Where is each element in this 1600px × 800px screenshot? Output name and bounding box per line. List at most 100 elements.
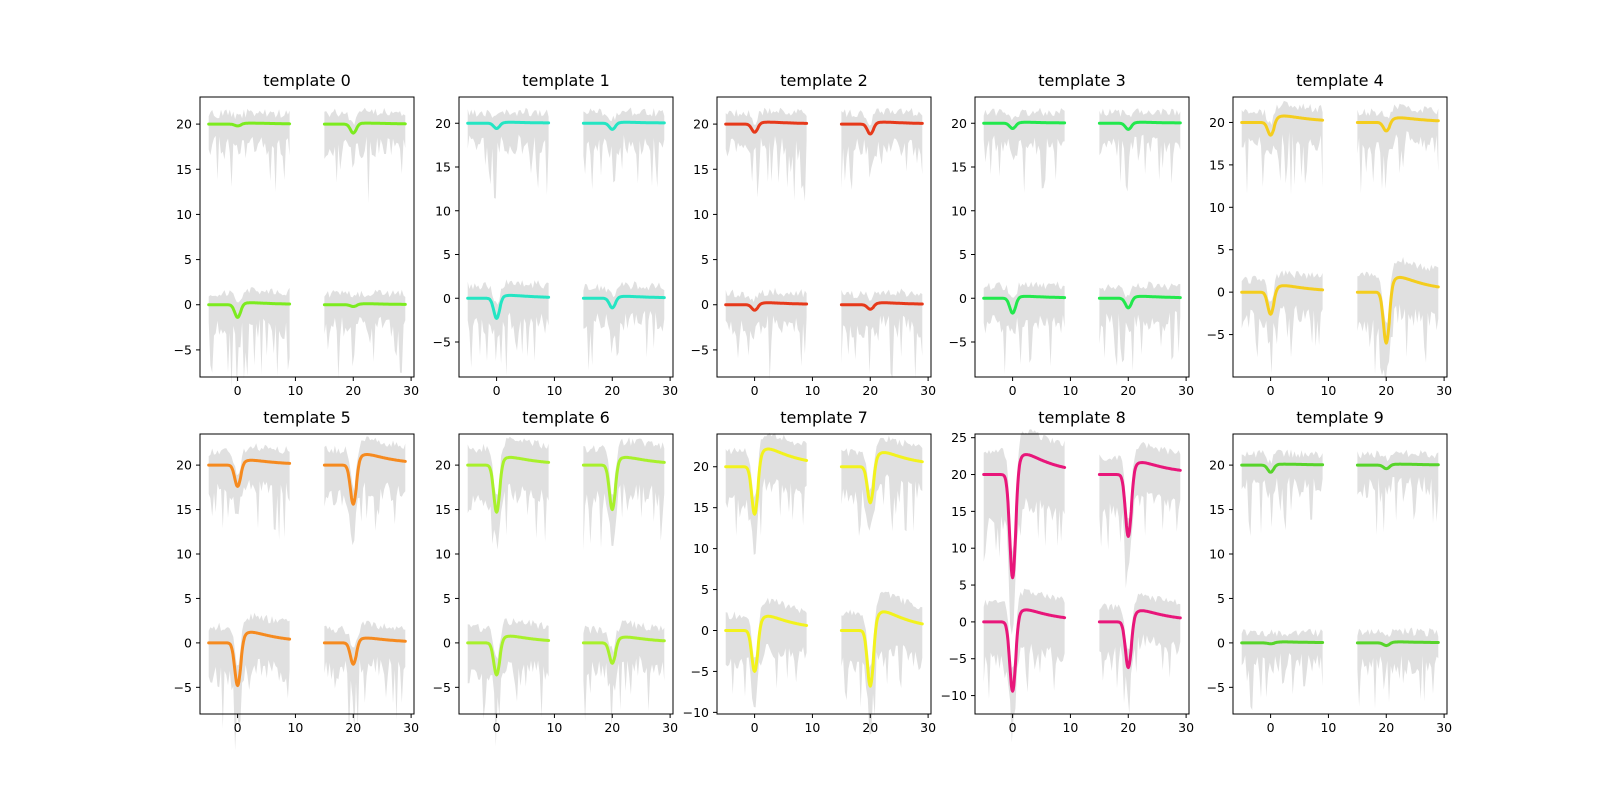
x-tick-label: 0: [751, 720, 759, 735]
envelope-band: [983, 281, 1065, 374]
x-tick-label: 30: [920, 383, 936, 398]
y-tick-label: 20: [176, 458, 192, 473]
x-tick-label: 10: [1320, 720, 1336, 735]
x-tick-label: 0: [493, 383, 501, 398]
y-tick-label: 10: [176, 547, 192, 562]
template-line: [1355, 275, 1440, 345]
template-line: [724, 447, 809, 516]
envelope-band: [1099, 281, 1181, 371]
x-tick-label: 0: [234, 383, 242, 398]
y-tick-label: −5: [1207, 680, 1225, 695]
envelope-band: [983, 429, 1065, 635]
panel-title: template 5: [263, 408, 351, 427]
envelope-band: [841, 107, 923, 190]
panel-template-6: template 6 0 10 20 30 −5 0 5 10 15 20: [433, 408, 678, 747]
template-line: [1355, 640, 1440, 648]
y-tick-label: 5: [184, 252, 192, 267]
envelope-band: [725, 287, 807, 381]
envelope-band: [1357, 449, 1439, 536]
envelope-band: [1241, 270, 1323, 374]
x-tick-label: 0: [234, 720, 242, 735]
plot-area: [1240, 100, 1440, 383]
envelope-band: [983, 107, 1065, 193]
y-tick-label: 10: [1209, 200, 1225, 215]
x-tick-label: 30: [403, 720, 419, 735]
envelope-band: [208, 612, 290, 751]
template-line: [1240, 284, 1325, 316]
template-line: [581, 635, 666, 665]
panel-template-5: template 5 0 10 20 30 −5 0 5 10 15 20: [174, 408, 419, 751]
y-tick-label: 10: [1209, 547, 1225, 562]
y-tick-label: −5: [1207, 327, 1225, 342]
panel-title: template 6: [522, 408, 610, 427]
y-tick-label: 10: [693, 541, 709, 556]
panel-template-9: template 9 0 10 20 30 −5 0 5 10 15 20: [1207, 408, 1453, 735]
plot-area: [982, 429, 1182, 743]
y-tick-label: 10: [693, 207, 709, 222]
x-tick-label: 10: [546, 720, 562, 735]
y-tick-label: 10: [951, 203, 967, 218]
y-tick-label: 5: [701, 252, 709, 267]
y-tick-label: 0: [1217, 285, 1225, 300]
x-tick-label: 10: [804, 383, 820, 398]
y-tick-label: 0: [701, 623, 709, 638]
y-tick-label: −5: [174, 680, 192, 695]
y-tick-label: 20: [1209, 115, 1225, 130]
template-line: [322, 453, 407, 506]
axes-frame: [716, 96, 932, 378]
panel-template-4: template 4 0 10 20 30 −5 0 5 10 15 20: [1207, 71, 1453, 398]
envelope-band: [841, 288, 923, 379]
template-line: [839, 301, 924, 311]
y-tick-label: 0: [443, 635, 451, 650]
x-tick-label: 30: [1436, 720, 1452, 735]
y-tick-label: 0: [959, 291, 967, 306]
y-tick-label: 20: [693, 117, 709, 132]
y-tick-label: 15: [693, 500, 709, 515]
x-tick-label: 10: [804, 720, 820, 735]
envelope-band: [1241, 100, 1323, 195]
panel-template-1: template 1 0 10 20 30 −5 0 5 10 15 20: [433, 71, 679, 398]
y-tick-label: 15: [951, 160, 967, 175]
template-line: [581, 294, 666, 310]
y-tick-label: 15: [951, 504, 967, 519]
x-tick-label: 0: [751, 383, 759, 398]
envelope-band: [725, 597, 807, 708]
y-tick-label: 0: [701, 297, 709, 312]
template-line: [207, 458, 292, 488]
template-line: [1097, 609, 1182, 670]
x-tick-label: 10: [287, 720, 303, 735]
panel-template-7: template 7 0 10 20 30 −10 −5 0 5 10 15 20: [683, 408, 936, 735]
y-tick-label: 5: [184, 591, 192, 606]
x-tick-label: 20: [345, 720, 361, 735]
x-tick-label: 10: [546, 383, 562, 398]
x-tick-label: 30: [1178, 720, 1194, 735]
x-tick-label: 30: [1178, 383, 1194, 398]
panel-title: template 0: [263, 71, 351, 90]
envelope-band: [467, 436, 549, 550]
template-line: [982, 608, 1067, 693]
y-tick-label: 15: [435, 160, 451, 175]
envelope-band: [1099, 108, 1181, 192]
y-tick-label: −5: [174, 342, 192, 357]
y-tick-label: 15: [176, 502, 192, 517]
envelope-band: [467, 107, 549, 199]
envelope-band: [324, 620, 406, 737]
template-line: [1097, 120, 1182, 131]
y-tick-label: 20: [693, 459, 709, 474]
template-line: [1097, 461, 1182, 538]
x-tick-label: 10: [1062, 383, 1078, 398]
axes-frame: [199, 433, 415, 715]
envelope-band: [583, 620, 665, 728]
x-tick-label: 20: [604, 383, 620, 398]
y-tick-label: 5: [959, 578, 967, 593]
template-line: [839, 120, 924, 136]
template-line: [839, 451, 924, 505]
y-tick-label: 20: [1209, 458, 1225, 473]
envelope-band: [583, 107, 665, 190]
x-tick-label: 0: [1267, 383, 1275, 398]
panel-title: template 3: [1038, 71, 1126, 90]
template-line: [982, 453, 1067, 580]
y-tick-label: 0: [184, 635, 192, 650]
y-tick-label: 25: [951, 430, 967, 445]
envelope-band: [324, 107, 406, 203]
